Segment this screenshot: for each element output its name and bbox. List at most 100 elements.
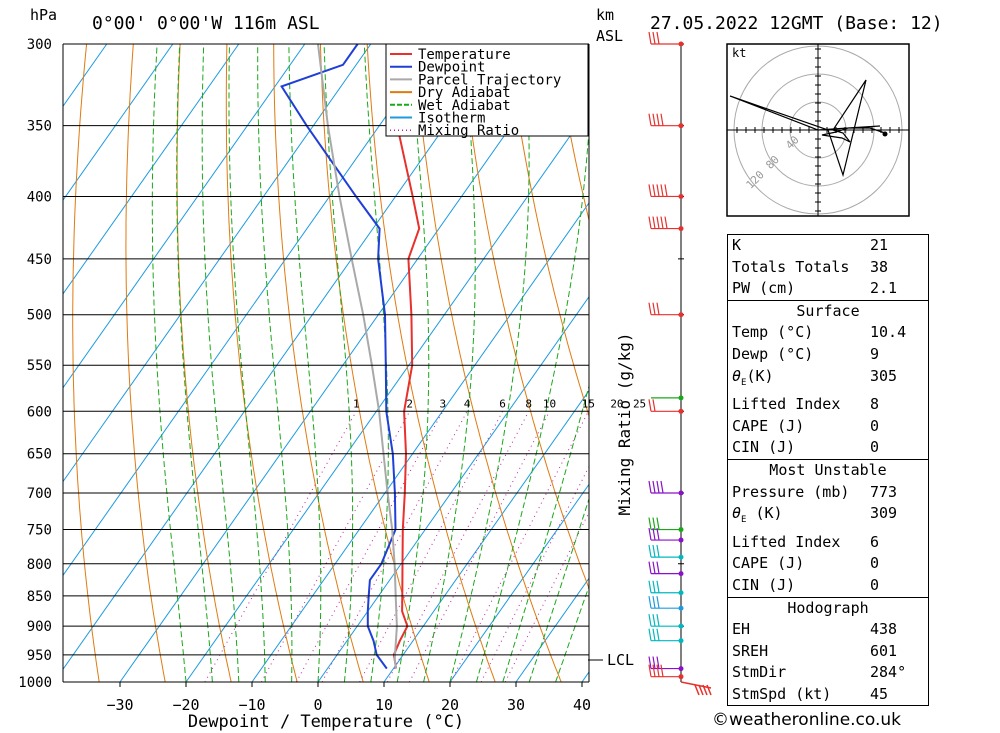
surface-temp-label: Temp (°C) bbox=[732, 323, 814, 342]
mu-pressure-row: Pressure (mb) 773 bbox=[728, 482, 928, 504]
wind-barb bbox=[648, 517, 684, 533]
mixing-ratio-label: 25 bbox=[633, 397, 646, 410]
mixing-ratio-label: 10 bbox=[543, 397, 556, 410]
mixing-ratio-label: 1 bbox=[353, 397, 360, 410]
stmdir-row: StmDir 284° bbox=[728, 662, 928, 684]
surface-li-label: Lifted Index bbox=[732, 395, 841, 414]
hodograph-trace bbox=[729, 79, 886, 178]
x-tick-label: −10 bbox=[238, 696, 265, 714]
pressure-tick-label: 950 bbox=[27, 648, 52, 664]
credit-link[interactable]: ©weatheronline.co.uk bbox=[712, 710, 902, 730]
legend-label: Parcel Trajectory bbox=[418, 72, 561, 88]
wind-barb bbox=[648, 656, 684, 672]
wind-barb-column bbox=[648, 31, 712, 696]
x-tick-label: 40 bbox=[573, 696, 591, 714]
eh-label: EH bbox=[732, 620, 751, 639]
wind-barb bbox=[648, 113, 684, 129]
isotherm-line bbox=[251, 202, 589, 682]
mixing-ratio-axis-label: Mixing Ratio (g/kg) bbox=[615, 332, 634, 515]
totals-totals-label: Totals Totals bbox=[732, 257, 850, 276]
wet-adiabat-line bbox=[423, 44, 476, 682]
mu-cin-row: CIN (J) 0 bbox=[728, 575, 928, 597]
wind-barb bbox=[648, 31, 684, 47]
legend-box bbox=[385, 43, 589, 137]
isotherm-line bbox=[63, 44, 240, 295]
stats-table: K 21 Totals Totals 38 PW (cm) 2.1 Surface T… bbox=[727, 234, 929, 707]
wind-barb bbox=[648, 527, 684, 543]
isotherm-line bbox=[63, 44, 372, 483]
x-tick-label: −20 bbox=[172, 696, 199, 714]
surface-dewp-row: Dewp (°C) 9 bbox=[728, 344, 928, 366]
pressure-tick-label: 700 bbox=[27, 486, 52, 502]
k-index-label: K bbox=[732, 236, 742, 254]
mu-pressure-label: Pressure (mb) bbox=[732, 482, 850, 501]
sreh-label: SREH bbox=[732, 641, 769, 660]
mu-cape-label: CAPE (J) bbox=[732, 554, 805, 573]
mixing-ratio-label: 20 bbox=[610, 397, 623, 410]
mu-cape-row: CAPE (J) 0 bbox=[728, 553, 928, 575]
k-index-row: K 21 bbox=[728, 235, 928, 257]
profile-lines bbox=[280, 44, 421, 670]
mu-cape-value: 0 bbox=[870, 554, 880, 573]
mixing-ratio-label: 2 bbox=[406, 397, 413, 410]
wet-adiabat-line bbox=[475, 121, 589, 682]
wind-barb bbox=[648, 544, 684, 560]
surface-cin-label: CIN (J) bbox=[732, 438, 796, 457]
x-tick-label: 10 bbox=[375, 696, 393, 714]
isotherm-line bbox=[63, 44, 504, 671]
indices-section: K 21 Totals Totals 38 PW (cm) 2.1 bbox=[728, 235, 928, 300]
wind-barb bbox=[648, 664, 684, 680]
mu-li-value: 6 bbox=[870, 532, 880, 551]
surface-cape-row: CAPE (J) 0 bbox=[728, 416, 928, 438]
mixing-ratio-label: 8 bbox=[525, 397, 532, 410]
isotherm-line bbox=[383, 389, 589, 682]
sreh-value: 601 bbox=[870, 641, 898, 660]
surface-theta-label: (K) bbox=[746, 366, 774, 385]
wet-adiabat-line bbox=[228, 44, 266, 682]
stmdir-label: StmDir bbox=[732, 663, 787, 682]
height-unit-label: km bbox=[596, 6, 614, 24]
x-axis-label: Dewpoint / Temperature (°C) bbox=[188, 712, 464, 732]
pressure-tick-label: 900 bbox=[27, 619, 52, 635]
mixing-ratio-line bbox=[480, 465, 589, 682]
isotherm-line bbox=[317, 295, 589, 682]
mu-li-label: Lifted Index bbox=[732, 532, 841, 551]
legend-label: Mixing Ratio bbox=[418, 123, 519, 139]
mixing-ratio-line bbox=[504, 511, 589, 682]
mu-theta-label: (K) bbox=[755, 504, 783, 523]
wet-adiabat-line bbox=[176, 44, 213, 682]
height-ref-label: ASL bbox=[596, 27, 623, 45]
isotherm-line bbox=[63, 44, 174, 201]
wind-barb bbox=[648, 628, 684, 644]
mu-theta-row: θE (K) 309 bbox=[728, 503, 928, 532]
pw-label: PW (cm) bbox=[732, 279, 796, 298]
wind-barb bbox=[648, 580, 684, 596]
isotherm-line bbox=[119, 44, 570, 682]
wind-barb bbox=[651, 395, 684, 401]
pressure-tick-label: 450 bbox=[27, 252, 52, 268]
surface-cin-value: 0 bbox=[870, 438, 880, 457]
surface-wind-barb bbox=[680, 681, 712, 696]
wind-barb bbox=[648, 302, 684, 318]
mu-li-row: Lifted Index 6 bbox=[728, 532, 928, 554]
wet-adiabat-line bbox=[502, 384, 589, 682]
mu-cin-value: 0 bbox=[870, 575, 880, 594]
surface-cape-label: CAPE (J) bbox=[732, 416, 805, 435]
pw-value: 2.1 bbox=[870, 279, 898, 298]
pressure-tick-label: 600 bbox=[27, 404, 52, 420]
pressure-tick-label: 550 bbox=[27, 358, 52, 374]
surface-theta-value: 305 bbox=[870, 366, 898, 385]
axes: 1 2 3 4 6 8 10 15 20 2530035040045050055060065070… bbox=[18, 37, 646, 714]
totals-totals-row: Totals Totals 38 bbox=[728, 257, 928, 279]
surface-theta-row: θE(K) 305 bbox=[728, 366, 928, 395]
pressure-tick-label: 350 bbox=[27, 119, 52, 135]
mixing-ratio-line bbox=[450, 411, 589, 682]
isotherm-line bbox=[185, 108, 589, 682]
surface-cin-row: CIN (J) 0 bbox=[728, 437, 928, 459]
dry-adiabat-line bbox=[273, 44, 364, 682]
mixing-ratio-label: 4 bbox=[464, 397, 471, 410]
pressure-tick-label: 500 bbox=[27, 308, 52, 324]
surface-li-value: 8 bbox=[870, 395, 880, 414]
pressure-unit-label: hPa bbox=[30, 6, 57, 24]
legend-label: Dry Adiabat bbox=[418, 85, 511, 101]
